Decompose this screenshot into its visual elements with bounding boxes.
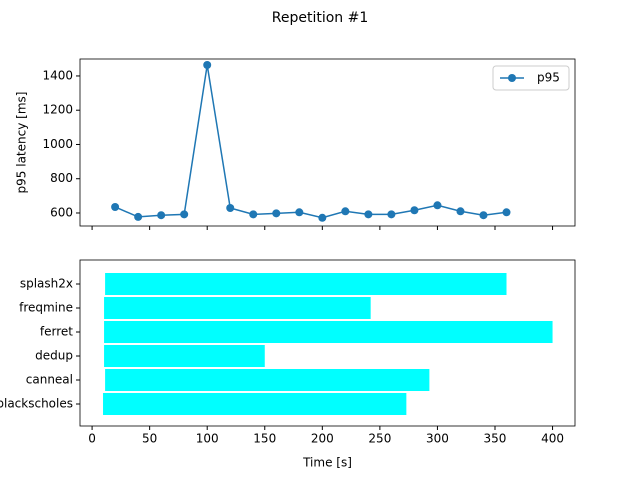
bar (104, 321, 553, 343)
figure-title: Repetition #1 (272, 10, 369, 26)
y-tick-label: blackscholes (0, 397, 73, 411)
x-tick-label: 200 (311, 432, 334, 446)
point (226, 204, 235, 213)
x-tick-label: 150 (253, 432, 276, 446)
legend-marker (508, 74, 516, 82)
y-tick-label: dedup (35, 349, 73, 363)
x-axis-label: Time [s] (302, 456, 352, 470)
bar (105, 369, 430, 391)
y-tick-label: 1200 (42, 103, 73, 117)
point (456, 207, 465, 216)
point (364, 210, 373, 219)
legend-label: p95 (537, 71, 560, 85)
axes-frame (79, 259, 576, 427)
x-tick-label: 400 (541, 432, 564, 446)
y-tick-label: ferret (40, 325, 73, 339)
point (134, 212, 143, 221)
bar (104, 345, 265, 367)
bar (104, 297, 371, 319)
point (249, 210, 258, 219)
point (295, 208, 304, 217)
point (157, 211, 166, 220)
point (318, 213, 327, 222)
y-tick-label: splash2x (20, 277, 73, 291)
point (203, 60, 212, 69)
y-tick-label: freqmine (19, 301, 73, 315)
point (387, 210, 396, 219)
x-tick-label: 300 (426, 432, 449, 446)
point (479, 211, 488, 220)
x-tick-label: 0 (88, 432, 96, 446)
legend-box (492, 65, 570, 91)
y-tick-label: 1000 (42, 137, 73, 151)
y-tick-label: 800 (50, 171, 73, 185)
x-tick-label: 250 (368, 432, 391, 446)
point (180, 210, 189, 219)
point (502, 208, 511, 217)
point (410, 206, 419, 215)
series-line (114, 64, 507, 219)
x-tick-label: 50 (142, 432, 157, 446)
point (341, 207, 350, 216)
y-tick-label: 1400 (42, 68, 73, 82)
y-axis-label: p95 latency [ms] (15, 92, 29, 194)
axes-frame (79, 58, 576, 227)
point (272, 209, 281, 218)
bar (103, 393, 407, 415)
x-tick-label: 350 (484, 432, 507, 446)
bar (105, 273, 507, 295)
x-tick-label: 100 (196, 432, 219, 446)
y-tick-label: canneal (26, 373, 73, 387)
y-tick-label: 600 (50, 205, 73, 219)
point (433, 201, 442, 210)
point (111, 202, 120, 211)
